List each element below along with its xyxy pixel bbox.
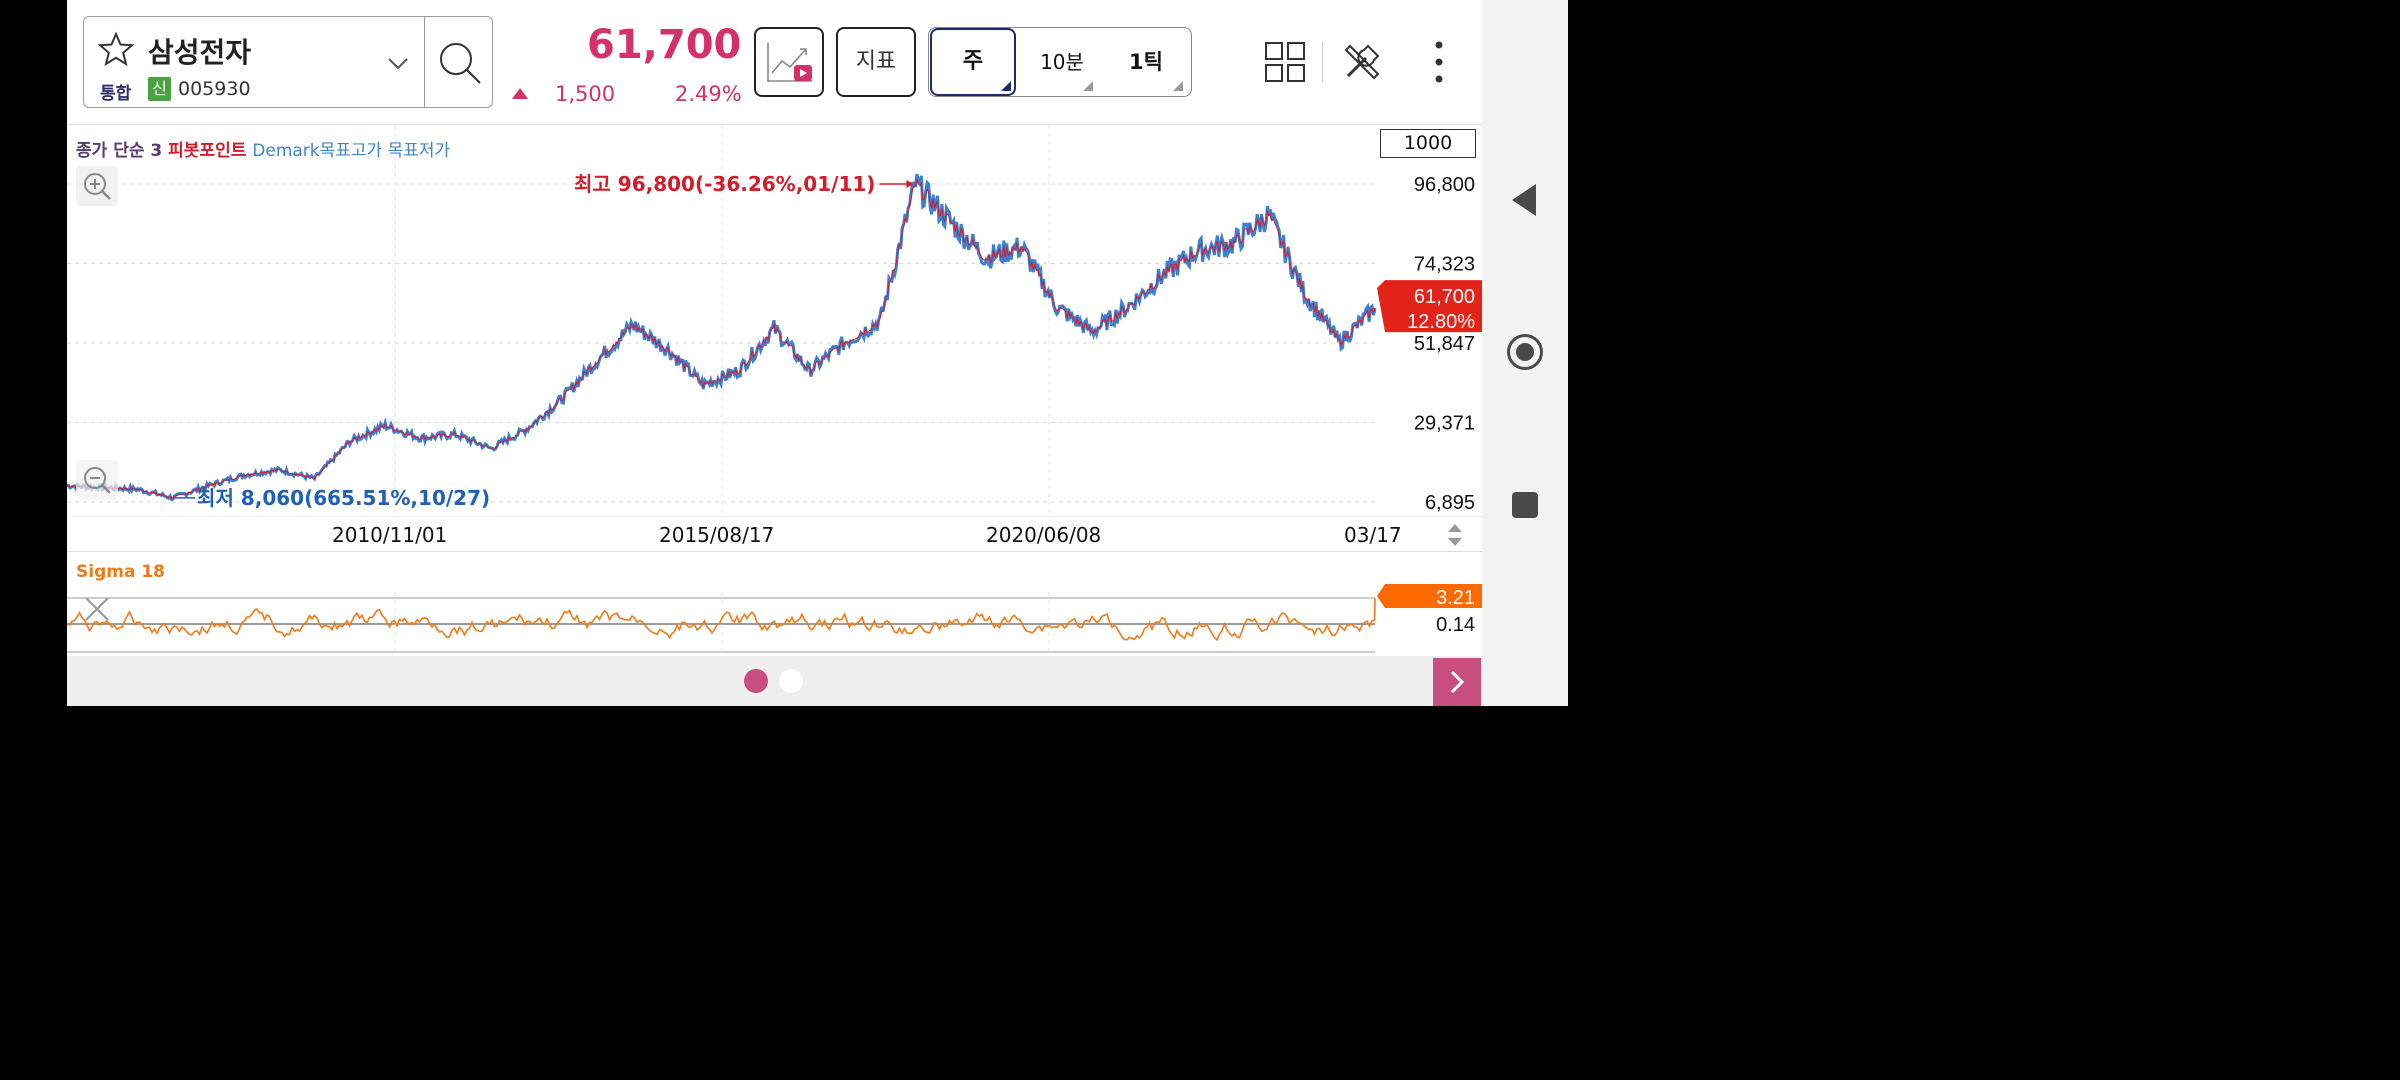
next-button[interactable] <box>1433 658 1481 706</box>
zoom-in-icon <box>84 173 111 200</box>
moving-average-line <box>67 178 1376 499</box>
y-tick-label: 6,895 <box>1425 492 1475 514</box>
system-navigation-bar <box>1482 0 1568 706</box>
y-tick-label: 51,847 <box>1414 333 1475 355</box>
chevron-down-icon[interactable] <box>386 53 410 73</box>
layout-grid-icon[interactable] <box>1265 42 1305 82</box>
sigma-baseline-value: 0.14 <box>1436 614 1475 636</box>
period-selector: 주 10분 1틱 <box>928 27 1192 97</box>
market-label: 통합 <box>100 84 132 104</box>
current-price-tag <box>1377 280 1482 333</box>
zoom-out-icon <box>84 467 111 494</box>
y-tick-label: 96,800 <box>1414 174 1475 196</box>
trend-chart-icon <box>767 43 812 82</box>
stock-code: 005930 <box>178 78 251 100</box>
sigma-title: Sigma 18 <box>76 562 166 582</box>
price-chart[interactable]: 96,800 74,323 51,847 29,371 6,895 최고 96,800(-… <box>67 125 1482 520</box>
page-indicator-active[interactable] <box>744 669 768 693</box>
zoom-in-button[interactable] <box>76 166 118 206</box>
divider <box>424 17 425 107</box>
sigma-chart[interactable]: 3.21 0.14 <box>67 552 1482 656</box>
current-price-percent: 12.80% <box>1407 311 1475 333</box>
price-change: 1,500 <box>555 82 616 106</box>
legend-demark: Demark목표고가 목표저가 <box>252 141 451 161</box>
y-tick-label: 74,323 <box>1414 254 1475 276</box>
zoom-out-button[interactable] <box>76 460 118 500</box>
high-annotation: 최고 96,800(-36.26%,01/11) <box>574 172 875 196</box>
corner-triangle-icon <box>1083 81 1093 91</box>
tools-icon[interactable] <box>1342 40 1384 82</box>
x-tick-label: 2015/08/17 <box>659 523 775 547</box>
display-count-box[interactable]: 1000 <box>1380 129 1476 158</box>
close-icon[interactable] <box>84 596 110 622</box>
page-indicator[interactable] <box>779 669 803 693</box>
scroll-updown-icon[interactable] <box>1445 521 1465 549</box>
sigma-current-value: 3.21 <box>1436 587 1475 609</box>
period-tick-label: 1틱 <box>1129 50 1163 74</box>
current-price: 61,700 <box>587 22 742 68</box>
chevron-right-icon <box>1450 670 1465 694</box>
x-tick-label: 2010/11/01 <box>332 523 448 547</box>
x-tick-label: 2020/06/08 <box>986 523 1102 547</box>
x-axis: 2010/11/01 2015/08/17 2020/06/08 03/17 <box>67 516 1482 552</box>
chart-app: 삼성전자 통합 신 005930 61,700 1,500 2.49% 지표 주 <box>67 0 1482 706</box>
current-price-value: 61,700 <box>1414 286 1475 308</box>
period-minute-button[interactable]: 10분 <box>1027 28 1097 96</box>
more-vertical-icon[interactable] <box>1427 40 1451 86</box>
price-change-percent: 2.49% <box>675 82 742 106</box>
divider <box>1322 42 1323 82</box>
home-icon[interactable] <box>1507 334 1543 370</box>
x-tick-label: 03/17 <box>1344 523 1402 547</box>
recent-apps-icon[interactable] <box>1512 492 1538 518</box>
sigma-series-line <box>67 597 1376 642</box>
divider <box>67 124 1482 125</box>
low-annotation: 최저 8,060(665.51%,10/27) <box>197 486 490 510</box>
credit-badge: 신 <box>148 77 171 101</box>
period-tick-button[interactable]: 1틱 <box>1111 28 1183 96</box>
legend-close-ma: 종가 단순 3 <box>76 141 163 161</box>
period-week-button[interactable]: 주 <box>930 28 1016 96</box>
stock-selector[interactable]: 삼성전자 통합 신 005930 <box>83 16 493 108</box>
chart-type-button[interactable] <box>754 27 824 97</box>
high-arrow <box>906 180 914 188</box>
stock-name[interactable]: 삼성전자 <box>148 36 252 69</box>
period-week-label: 주 <box>962 49 984 74</box>
legend-pivot: 피봇포인트 <box>168 141 247 161</box>
y-tick-label: 29,371 <box>1414 413 1475 435</box>
period-minute-label: 10분 <box>1040 50 1084 74</box>
up-arrow-icon <box>512 88 528 99</box>
price-series-line <box>67 173 1377 502</box>
footer <box>67 656 1482 706</box>
sigma-value-tag <box>1377 584 1482 608</box>
chart-legend: 종가 단순 3 피봇포인트 Demark목표고가 목표저가 <box>76 136 450 161</box>
corner-triangle-icon <box>1173 81 1183 91</box>
search-icon[interactable] <box>436 39 484 87</box>
favorite-star-icon[interactable] <box>98 31 134 67</box>
corner-triangle-icon <box>1001 81 1011 91</box>
back-icon[interactable] <box>1512 184 1536 216</box>
indicator-button[interactable]: 지표 <box>836 27 916 97</box>
